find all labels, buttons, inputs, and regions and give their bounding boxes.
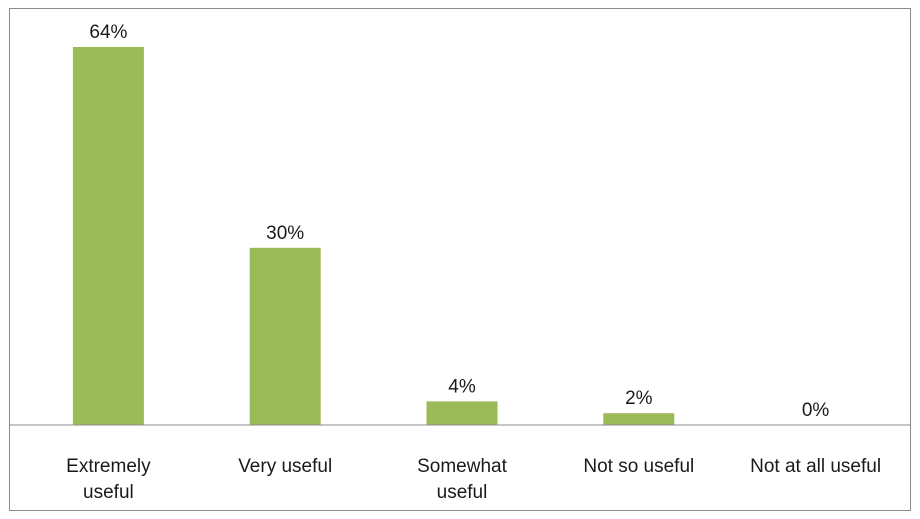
bar-0 [72, 47, 144, 425]
bar-3 [603, 413, 675, 425]
category-label-2: Somewhat useful [417, 456, 507, 503]
value-label-2: 4% [448, 376, 476, 397]
category-label-3: Not so useful [583, 456, 694, 477]
category-label-4: Not at all useful [750, 456, 881, 477]
bar-2 [426, 401, 498, 425]
chart-frame: 64% 30% 4% 2% 0% Extremely useful Very useful S… [9, 8, 911, 511]
value-label-4: 0% [802, 400, 830, 421]
bar-1 [249, 247, 321, 425]
bar-chart: 64% 30% 4% 2% 0% Extremely useful Very useful S… [10, 22, 910, 503]
value-label-3: 2% [625, 388, 653, 409]
category-label-0: Extremely useful [66, 456, 151, 503]
category-label-1: Very useful [238, 456, 332, 477]
value-label-0: 64% [89, 22, 127, 43]
value-label-1: 30% [266, 223, 304, 244]
